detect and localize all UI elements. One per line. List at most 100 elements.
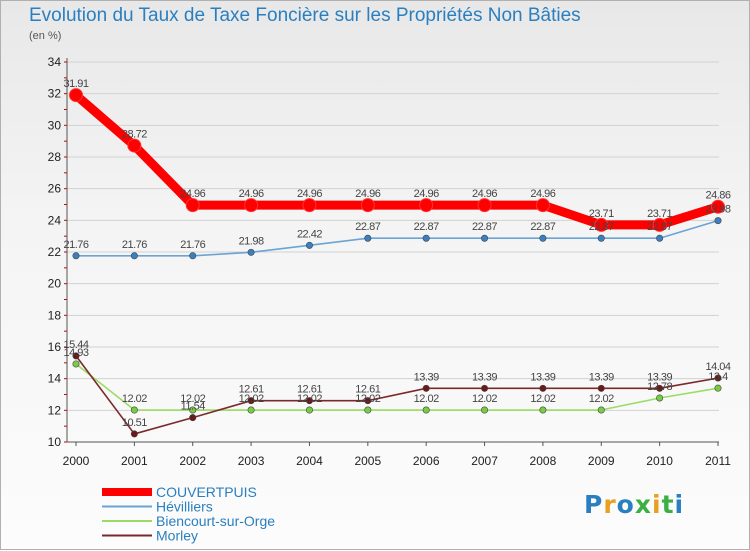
y-tick-label: 14	[48, 372, 62, 386]
series-2-point	[422, 406, 430, 414]
data-label: 13.39	[647, 371, 672, 383]
series-1-point	[305, 241, 313, 249]
data-label: 21.98	[239, 235, 264, 247]
legend-label: COUVERTPUIS	[156, 484, 257, 500]
data-labels: 31.91 28.72 24.96 24.96 24.96 24.96 24.96 24.96…	[63, 78, 731, 429]
series-2-point	[189, 406, 197, 414]
grid	[67, 61, 719, 443]
data-label: 14.93	[63, 347, 88, 359]
data-label: 12.02	[122, 393, 147, 405]
data-label: 10.51	[122, 417, 147, 429]
data-label: 31.91	[63, 78, 88, 90]
data-label: 12.61	[355, 384, 380, 396]
data-label: 24.96	[297, 188, 322, 200]
series-0-point	[419, 198, 434, 213]
data-label: 24.96	[355, 188, 380, 200]
data-label: 22.87	[355, 221, 380, 233]
data-label: 28.72	[122, 129, 147, 141]
series-2-point	[656, 394, 664, 402]
series-2-point	[714, 384, 722, 392]
data-label: 23.71	[647, 208, 672, 220]
series-1-point	[539, 234, 547, 242]
data-label: 24.96	[472, 188, 497, 200]
x-tick-label: 2004	[296, 454, 323, 468]
series-2-line	[75, 363, 719, 411]
data-label: 11.54	[181, 401, 206, 413]
data-label: 13.39	[589, 371, 614, 383]
y-tick-label: 18	[48, 308, 62, 322]
series-0-point	[535, 198, 550, 213]
legend-label: Biencourt-sur-Orge	[156, 513, 275, 529]
y-tick-label: 32	[48, 87, 62, 101]
y-tick-label: 20	[48, 277, 62, 291]
series-3-point	[597, 384, 605, 392]
y-tick-label: 26	[48, 182, 62, 196]
series-1-point	[714, 217, 722, 225]
series-1-point	[72, 252, 80, 260]
y-tick-label: 28	[48, 150, 62, 164]
y-unit-label: (en %)	[29, 30, 62, 42]
y-tick-label: 16	[48, 340, 62, 354]
proxiti-logo: Proxiti	[584, 490, 685, 519]
series-3-point	[714, 374, 722, 382]
series-1-point	[422, 234, 430, 242]
series-0-point	[652, 217, 667, 232]
series-3-point	[305, 397, 313, 405]
x-tick-label: 2009	[588, 454, 615, 468]
series-2-point	[305, 406, 313, 414]
series-0-line	[71, 90, 723, 230]
y-tick-label: 30	[48, 118, 62, 132]
series-2-point	[364, 406, 372, 414]
data-label: 24.86	[705, 190, 730, 202]
series-3-point	[72, 352, 80, 360]
x-tick-label: 2001	[121, 454, 148, 468]
series-2-point	[130, 406, 138, 414]
series-1-point	[481, 234, 489, 242]
series-1-point	[597, 234, 605, 242]
data-label: 23.71	[589, 208, 614, 220]
series-3-point	[364, 397, 372, 405]
series-2-point	[247, 406, 255, 414]
series-0-point	[302, 198, 317, 213]
data-label: 15.44	[63, 339, 88, 351]
data-label: 24.96	[530, 188, 555, 200]
series-2-point	[72, 360, 80, 368]
data-label: 13.39	[472, 371, 497, 383]
series-0-point	[711, 199, 725, 214]
chart-title: Evolution du Taux de Taxe Foncière sur l…	[29, 5, 581, 26]
data-label: 13.4	[708, 371, 728, 383]
x-tick-label: 2005	[354, 454, 381, 468]
x-tick-label: 2011	[705, 454, 731, 468]
series-3-point	[422, 384, 430, 392]
series-3-point	[189, 414, 197, 422]
y-tick-label: 34	[48, 55, 62, 69]
data-label: 23.98	[705, 204, 730, 216]
data-label: 22.87	[472, 221, 497, 233]
y-tick-label: 22	[48, 245, 62, 259]
series-1-line	[75, 219, 719, 257]
data-label: 21.76	[63, 239, 88, 251]
x-tick-label: 2002	[179, 454, 206, 468]
series-2-point	[597, 406, 605, 414]
data-label: 12.61	[297, 384, 322, 396]
data-label: 24.96	[180, 188, 205, 200]
data-label: 12.02	[414, 393, 439, 405]
data-label: 24.96	[414, 188, 439, 200]
data-label: 21.76	[122, 239, 147, 251]
data-label: 12.61	[239, 384, 264, 396]
series-1-point	[656, 234, 664, 242]
series-0-point	[477, 198, 492, 213]
y-tick-label: 12	[48, 403, 62, 417]
series-3-line	[75, 355, 719, 435]
x-tick-label: 2010	[646, 454, 673, 468]
series-lines	[69, 88, 725, 438]
series-2-point	[481, 406, 489, 414]
data-label: 22.87	[647, 221, 672, 233]
data-label: 22.87	[414, 221, 439, 233]
series-1-point	[247, 248, 255, 256]
y-tick-label: 24	[48, 213, 62, 227]
series-3-point	[481, 384, 489, 392]
legend-label: Morley	[156, 528, 198, 544]
x-tick-label: 2000	[63, 454, 90, 468]
